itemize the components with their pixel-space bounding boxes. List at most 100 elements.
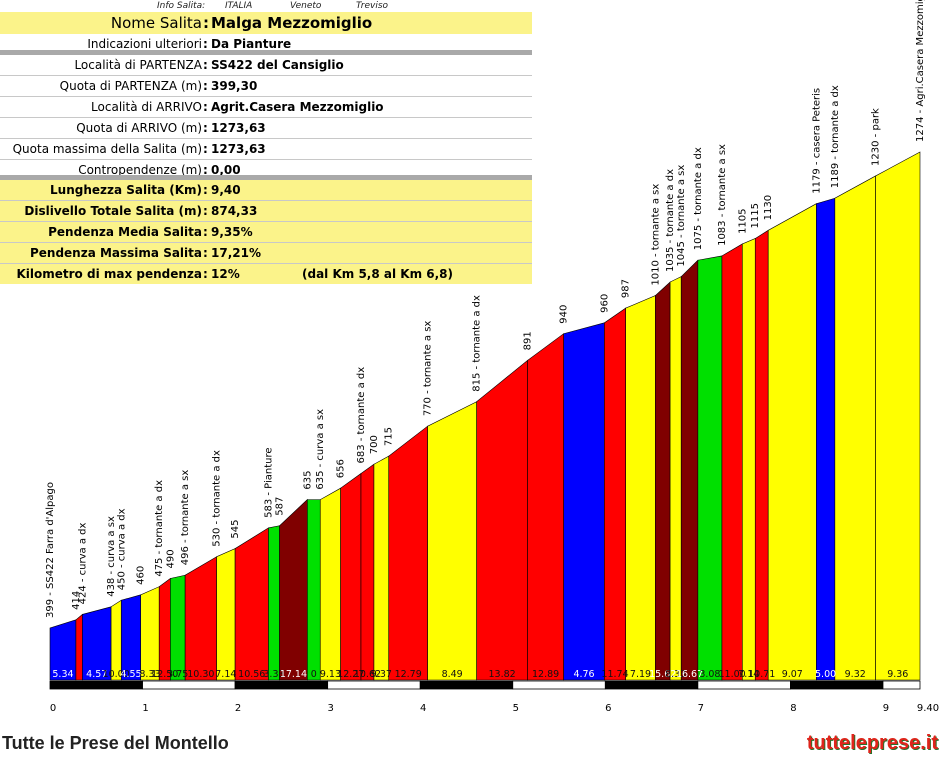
point-label: 587: [275, 497, 286, 516]
summary-row: Pendenza Media Salita:9,35%: [0, 222, 532, 243]
segment-gradient-label: 13.82: [489, 669, 516, 680]
profile-segment: [476, 359, 528, 681]
segment-gradient-label: 10.56: [238, 669, 265, 680]
segment-gradient-label: 17.14: [280, 669, 307, 680]
profile-segment: [721, 243, 743, 681]
km-scale-segment: [234, 680, 329, 690]
segment-gradient-label: 9.36: [887, 669, 908, 680]
summary-row: Lunghezza Salita (Km):9,40: [0, 180, 532, 201]
point-label: 450 - curva a dx: [116, 508, 127, 590]
point-label: 815 - tornante a dx: [472, 295, 483, 392]
info-row: Quota di ARRIVO (m):1273,63: [0, 118, 532, 139]
details-block: Località di PARTENZA: SS422 del Cansiglio…: [0, 55, 532, 180]
km-scale-segment: [882, 680, 921, 690]
segment-gradient-label: 7.14: [215, 669, 236, 680]
segment-gradient-label: 4.57: [86, 669, 107, 680]
point-label: 770 - tornante a sx: [423, 321, 434, 417]
km-scale-segment: [419, 680, 514, 690]
profile-segment: [527, 333, 564, 681]
point-label: 1274 - Agri.Casera Mezzomiglio: [915, 0, 926, 142]
point-label: 960: [599, 294, 610, 313]
profile-segment: [319, 487, 341, 681]
separator: [0, 50, 532, 55]
point-label: 1083 - tornante a sx: [717, 144, 728, 246]
point-label: 460: [136, 566, 147, 585]
info-row: Località di PARTENZA: SS422 del Cansiglio: [0, 55, 532, 76]
point-label: 683 - tornante a dx: [356, 367, 367, 464]
segment-gradient-label: 11.00: [719, 669, 746, 680]
point-label: 715: [384, 427, 395, 446]
point-label: 1010 - tornante a sx: [650, 184, 661, 286]
profile-segment: [669, 276, 682, 681]
km-scale-segment: [790, 680, 884, 690]
info-country: ITALIA: [225, 1, 253, 11]
profile-segments: [49, 151, 921, 681]
point-label: 1179 - casera Peteris: [811, 88, 822, 194]
x-tick-label: 5: [513, 703, 519, 714]
climb-name-label: Nome Salita: [110, 14, 202, 32]
profile-segment: [184, 556, 217, 681]
point-label: 545: [230, 519, 241, 538]
profile-segment: [604, 307, 626, 681]
point-label: 1115: [750, 203, 761, 228]
point-label: 438 - curva a sx: [106, 516, 117, 597]
km-scale-segment: [697, 680, 791, 690]
point-label: 475 - tornante a dx: [154, 480, 165, 577]
profile-segment: [158, 577, 171, 681]
point-label: 1105: [737, 208, 748, 233]
point-label: 490: [165, 549, 176, 568]
summary-row: Pendenza Massima Salita:17,21%: [0, 243, 532, 264]
profile-segment: [654, 281, 671, 681]
x-tick-label: 0: [50, 703, 56, 714]
info-header: Info Salita: ITALIA Veneto Treviso: [0, 0, 534, 12]
profile-segment: [816, 197, 836, 681]
segment-gradient-label: 12.27: [337, 669, 364, 680]
x-tick-label: 7: [698, 703, 704, 714]
segment-gradient-label: 10.30: [187, 669, 214, 680]
x-tick-label: 2: [235, 703, 241, 714]
point-label: 530 - tornante a dx: [212, 450, 223, 547]
profile-segment: [360, 463, 375, 681]
profile-segment: [875, 151, 921, 681]
info-row: Contropendenze (m):0,00: [78, 163, 241, 177]
climb-name-block: Nome Salita : Malga Mezzomiglio Indicazi…: [0, 12, 532, 54]
info-region: Veneto: [290, 1, 322, 11]
point-label: 1230 - park: [871, 108, 882, 166]
segment-gradient-label: 12.50: [151, 669, 178, 680]
point-label: 1035 - tornante a dx: [665, 169, 676, 272]
segment-gradient-label: 11.74: [601, 669, 628, 680]
info-row: Località di ARRIVO: Agrit.Casera Mezzomig…: [0, 97, 532, 118]
segment-gradient-label: 9.37: [371, 669, 392, 680]
site-logo-text: Tutte le Prese del Montello: [2, 733, 229, 753]
summary-row: Dislivello Totale Salita (m):874,33: [0, 201, 532, 222]
km-scale-segment: [512, 680, 606, 690]
profile-segment: [340, 472, 362, 681]
x-tick-label: 9: [883, 703, 889, 714]
info-province: Treviso: [356, 1, 389, 11]
segment-gradient-label: 4.55: [120, 669, 141, 680]
point-label: 987: [621, 279, 632, 298]
profile-segment: [140, 586, 160, 681]
profile-segment: [388, 425, 428, 681]
segment-gradient-label: 4.76: [573, 669, 594, 680]
segment-gradient-label: 10.71: [748, 669, 775, 680]
point-label: 1130: [763, 195, 774, 220]
segment-gradient-label: 9.32: [845, 669, 866, 680]
info-row: Quota di PARTENZA (m):399,30: [0, 76, 532, 97]
x-tick-label: 8: [790, 703, 796, 714]
point-label: 399 - SS422 Farra d'Alpago: [45, 482, 56, 618]
info-row: Indicazioni ulteriori : Da Pianture: [87, 37, 292, 51]
km-scale-bar: [49, 680, 921, 690]
separator: [0, 175, 532, 180]
profile-segment: [170, 574, 186, 681]
profile-segment: [75, 613, 83, 681]
profile-segment: [279, 498, 308, 681]
point-label: 424 - curva a dx: [77, 523, 88, 605]
segment-gradient-label: 7.14: [738, 669, 759, 680]
point-label: 656: [336, 459, 347, 478]
segment-gradient-label: 9.07: [782, 669, 803, 680]
site-url-logo: tutteleprese.it: [806, 732, 938, 754]
